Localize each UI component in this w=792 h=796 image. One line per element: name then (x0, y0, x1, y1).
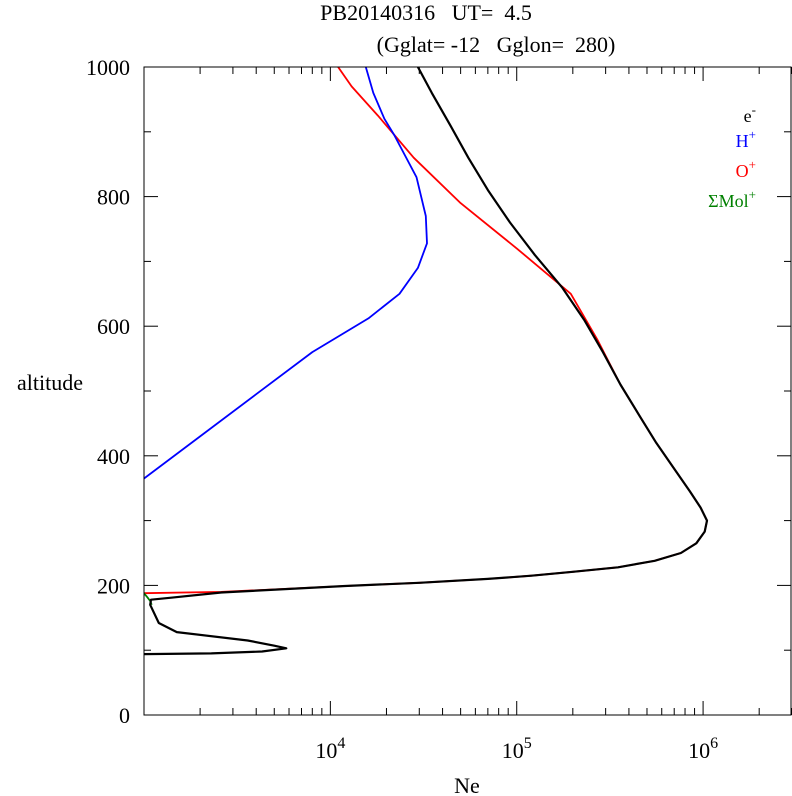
y-tick-label-5: 1000 (86, 55, 130, 80)
plot-area (144, 67, 709, 656)
x-tick-label-1: 105 (502, 735, 532, 763)
legend-entry-1: H+ (736, 127, 756, 151)
chart-title-line2: (Gglat= -12 Gglon= 280) (377, 32, 616, 57)
legend-entry-2: O+ (736, 157, 756, 181)
y-axis-label: altitude (17, 370, 83, 395)
y-tick-label-4: 800 (97, 185, 130, 210)
x-tick-label-2: 106 (688, 735, 718, 763)
plot-frame (143, 66, 792, 716)
axes (143, 66, 792, 716)
legend-entry-0: e- (744, 102, 756, 126)
series-line-1 (144, 67, 428, 480)
y-tick-label-3: 600 (97, 314, 130, 339)
ticks: 0 200 400 600 800 1000 104 105 106 (86, 55, 792, 763)
legend: e-H+ O+ ΣMol+ (708, 102, 756, 211)
y-tick-label-1: 200 (97, 573, 130, 598)
y-tick-label-2: 400 (97, 444, 130, 469)
legend-entry-3: ΣMol+ (708, 187, 756, 211)
chart-title-line1: PB20140316 UT= 4.5 (320, 0, 532, 25)
x-tick-label-0: 104 (315, 735, 345, 763)
series-line-2 (144, 67, 708, 595)
y-tick-label-0: 0 (119, 703, 130, 728)
series-line-0 (144, 67, 709, 656)
x-axis-label: Ne (454, 773, 480, 796)
